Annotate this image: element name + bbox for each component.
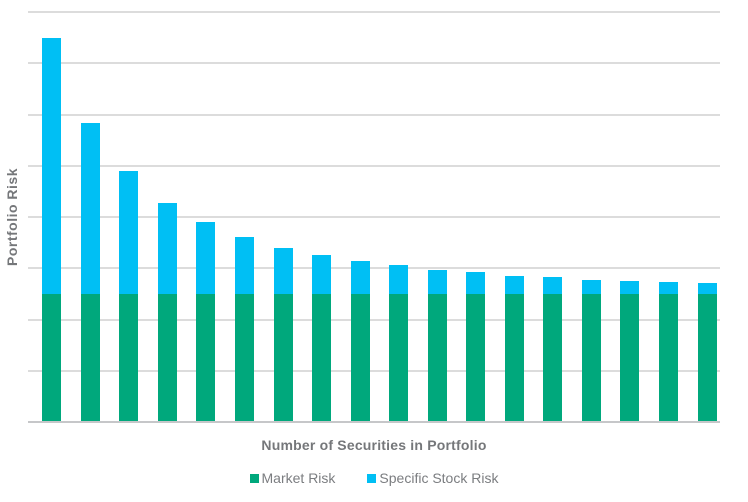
bar-segment-specific-stock-risk bbox=[80, 123, 100, 294]
bar-segment-market-risk bbox=[543, 293, 563, 422]
bar-segment-specific-stock-risk bbox=[119, 171, 139, 294]
y-axis-title: Portfolio Risk bbox=[4, 168, 20, 267]
bar-segment-specific-stock-risk bbox=[234, 237, 254, 294]
bar-segment-market-risk bbox=[196, 293, 216, 422]
gridline bbox=[28, 216, 720, 218]
bar-segment-specific-stock-risk bbox=[196, 222, 216, 294]
bar-segment-specific-stock-risk bbox=[504, 276, 524, 294]
bar-group bbox=[196, 222, 216, 422]
bar-group bbox=[543, 277, 563, 422]
gridline bbox=[28, 164, 720, 167]
bar-segment-market-risk bbox=[42, 293, 62, 422]
bar-segment-specific-stock-risk bbox=[350, 261, 370, 294]
bar-segment-market-risk bbox=[659, 293, 678, 422]
bar-segment-market-risk bbox=[389, 293, 409, 422]
bar-segment-market-risk bbox=[234, 293, 254, 422]
gridline bbox=[28, 267, 720, 270]
bar-segment-specific-stock-risk bbox=[389, 265, 409, 294]
bar-segment-market-risk bbox=[119, 293, 139, 422]
bar-group bbox=[466, 272, 486, 422]
bar-group bbox=[389, 265, 409, 422]
bar-group bbox=[273, 247, 293, 422]
bar-group bbox=[504, 276, 524, 422]
bar-segment-market-risk bbox=[581, 293, 601, 422]
bar-segment-market-risk bbox=[157, 293, 177, 422]
bar-group bbox=[427, 269, 447, 422]
bar-group bbox=[620, 281, 640, 422]
bar-group bbox=[42, 37, 62, 422]
gridline bbox=[28, 318, 720, 321]
bar-segment-market-risk bbox=[427, 293, 447, 422]
gridline bbox=[28, 113, 720, 116]
bar-segment-specific-stock-risk bbox=[427, 269, 447, 294]
bar-segment-market-risk bbox=[350, 293, 370, 422]
bar-segment-market-risk bbox=[504, 293, 524, 422]
x-axis-title: Number of Securities in Portfolio bbox=[261, 437, 487, 453]
bar-group bbox=[80, 123, 100, 422]
gridline bbox=[28, 369, 720, 372]
bar-segment-specific-stock-risk bbox=[697, 282, 717, 294]
bar-group bbox=[312, 255, 332, 422]
gridline bbox=[28, 11, 720, 13]
bar-segment-market-risk bbox=[312, 293, 332, 422]
legend: Market Risk Specific Stock Risk bbox=[0, 470, 748, 486]
market-risk-swatch-icon bbox=[249, 474, 259, 483]
legend-label-specific-stock-risk: Specific Stock Risk bbox=[379, 470, 499, 486]
legend-item-specific-stock-risk: Specific Stock Risk bbox=[367, 470, 498, 486]
bar-segment-market-risk bbox=[620, 293, 640, 422]
bar-segment-specific-stock-risk bbox=[659, 282, 678, 294]
bar-segment-market-risk bbox=[466, 293, 486, 422]
bar-group bbox=[157, 202, 177, 422]
legend-label-market-risk: Market Risk bbox=[261, 470, 336, 486]
bar-segment-specific-stock-risk bbox=[543, 277, 563, 294]
bar-segment-specific-stock-risk bbox=[157, 202, 177, 294]
x-axis-line bbox=[28, 421, 720, 423]
bar-group bbox=[697, 282, 717, 422]
bar-segment-specific-stock-risk bbox=[273, 247, 293, 294]
bar-segment-specific-stock-risk bbox=[466, 272, 486, 294]
bar-group bbox=[234, 237, 254, 422]
bar-group bbox=[659, 282, 678, 422]
bar-segment-specific-stock-risk bbox=[42, 37, 62, 294]
bar-segment-market-risk bbox=[80, 293, 100, 422]
legend-item-market-risk: Market Risk bbox=[249, 470, 336, 486]
specific-stock-risk-swatch-icon bbox=[367, 474, 377, 483]
plot-area bbox=[28, 11, 720, 423]
bar-group bbox=[581, 279, 601, 422]
gridline bbox=[28, 62, 720, 65]
bar-group bbox=[119, 171, 139, 422]
bar-segment-market-risk bbox=[273, 293, 293, 422]
bar-segment-specific-stock-risk bbox=[581, 279, 601, 294]
bar-segment-specific-stock-risk bbox=[312, 255, 332, 294]
bar-segment-specific-stock-risk bbox=[620, 281, 640, 294]
bar-group bbox=[350, 261, 370, 422]
bar-segment-market-risk bbox=[697, 293, 717, 422]
